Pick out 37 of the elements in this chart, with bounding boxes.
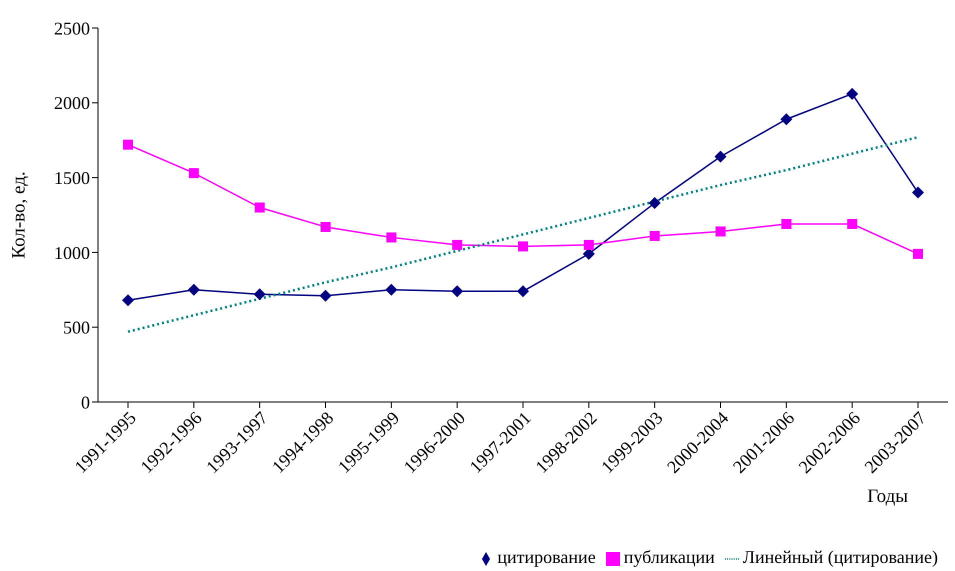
point [385,284,398,296]
point [912,186,924,199]
y-tick-label: 2500 [54,18,90,38]
y-tick-label: 1500 [54,168,90,188]
legend-label: цитирование [497,547,596,567]
point [451,285,464,298]
point [188,168,199,178]
point [122,294,134,306]
point [716,226,726,236]
legend-label: Линейный (цитирование) [742,547,938,567]
y-axis-title: Кол-во, ед. [8,171,30,259]
point [320,290,332,302]
line-series [126,136,920,333]
point [517,285,529,298]
y-tick-label: 0 [81,392,90,412]
point [584,240,594,250]
point [386,232,396,242]
y-tick-label: 500 [63,318,90,338]
point [846,88,858,100]
x-axis-title: Годы [867,486,908,507]
point [780,113,792,126]
point [452,240,462,250]
point [847,218,858,229]
point [781,218,792,229]
point [913,248,923,259]
y-tick-label: 2000 [54,93,90,114]
point [123,140,133,150]
point [254,288,266,300]
point [188,284,200,296]
point [650,230,660,241]
legend-label: публикации [624,547,715,567]
point [518,241,528,252]
point [254,202,265,213]
point [648,197,661,210]
y-tick-label: 1000 [54,242,90,263]
point [714,150,726,163]
point [320,222,330,232]
